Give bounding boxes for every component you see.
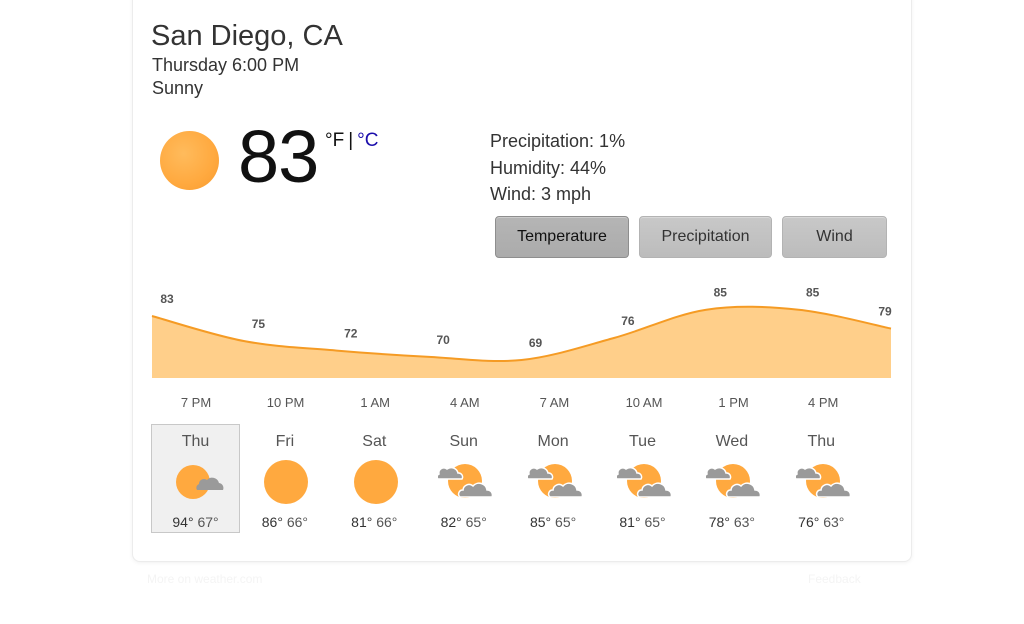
forecast-low: 63°: [823, 514, 845, 530]
forecast-temps: 78° 63°: [688, 514, 775, 530]
forecast-temps: 94° 67°: [152, 514, 239, 530]
unit-toggle: °F | °C: [325, 130, 378, 152]
forecast-high: 76°: [798, 514, 820, 530]
forecast-low: 66°: [376, 514, 398, 530]
sun-clouds-icon: [704, 459, 762, 505]
forecast-day[interactable]: Mon 85° 65°: [509, 424, 598, 533]
forecast-high: 82°: [440, 514, 462, 530]
forecast-high: 81°: [351, 514, 373, 530]
sun-clouds-icon: [615, 459, 673, 505]
forecast-temps: 85° 65°: [510, 514, 597, 530]
current-temperature: 83: [238, 115, 319, 198]
forecast-temps: 86° 66°: [241, 514, 328, 530]
location-title: San Diego, CA: [151, 20, 343, 52]
forecast-high: 85°: [529, 514, 552, 530]
forecast-day[interactable]: Sun 82° 65°: [419, 424, 508, 533]
precipitation-text: Precipitation: 1%: [490, 131, 626, 151]
forecast-high: 86°: [261, 514, 283, 530]
forecast-day[interactable]: Wed 78° 63°: [687, 424, 776, 533]
feedback-link[interactable]: Feedback: [808, 572, 861, 586]
forecast-day-name: Mon: [537, 433, 569, 450]
sun-clouds-icon: [794, 459, 852, 505]
forecast-low: 65°: [555, 514, 577, 530]
forecast-day-name: Fri: [275, 433, 295, 450]
forecast-day[interactable]: Fri 86° 66°: [240, 424, 329, 533]
forecast-day-name: Thu: [807, 433, 836, 450]
tab-temperature[interactable]: Temperature: [495, 216, 629, 258]
forecast-high: 78°: [708, 514, 730, 530]
sun-icon: [259, 459, 315, 505]
forecast-high: 94°: [172, 514, 194, 530]
wind-text: Wind: 3 mph: [490, 184, 592, 204]
unit-separator: |: [348, 130, 354, 151]
forecast-temps: 81° 66°: [331, 514, 418, 530]
forecast-day-name: Wed: [715, 433, 749, 450]
unit-fahrenheit[interactable]: °F: [325, 130, 345, 151]
tab-wind[interactable]: Wind: [782, 216, 887, 258]
sun-clouds-icon: [525, 459, 584, 505]
sun-partly-cloudy-icon: [170, 459, 226, 505]
forecast-high: 81°: [619, 514, 641, 530]
forecast-low: 66°: [286, 514, 308, 530]
sun-clouds-icon: [436, 459, 494, 505]
sun-icon: [160, 131, 219, 190]
sun-icon: [349, 459, 405, 505]
condition-text: Sunny: [152, 78, 204, 98]
daily-forecast: Thu 94° 67° Fri 86° 66° Sat 81° 66° Sun 82° 65°…: [151, 424, 891, 534]
forecast-day[interactable]: Sat 81° 66°: [330, 424, 419, 533]
forecast-day[interactable]: Tue 81° 65°: [598, 424, 687, 533]
forecast-day-name: Sat: [362, 433, 387, 450]
forecast-low: 65°: [465, 514, 487, 530]
forecast-low: 63°: [733, 514, 755, 530]
forecast-day-name: Sun: [449, 433, 478, 450]
weather-details: Precipitation: 1% Humidity: 44% Wind: 3 …: [490, 128, 625, 208]
more-weather-link[interactable]: More on weather.com: [147, 572, 263, 586]
forecast-day-name: Thu: [181, 433, 210, 450]
forecast-temps: 82° 65°: [420, 514, 507, 530]
unit-celsius[interactable]: °C: [357, 130, 379, 151]
forecast-day[interactable]: Thu 76° 63°: [777, 424, 866, 533]
forecast-low: 67°: [197, 514, 219, 530]
humidity-text: Humidity: 44%: [490, 157, 607, 178]
forecast-low: 65°: [644, 514, 666, 530]
forecast-temps: 81° 65°: [599, 514, 686, 530]
date-time: Thursday 6:00 PM: [152, 55, 300, 75]
forecast-temps: 76° 63°: [778, 514, 865, 530]
forecast-day[interactable]: Thu 94° 67°: [151, 424, 240, 533]
tab-precipitation[interactable]: Precipitation: [639, 216, 772, 258]
forecast-day-name: Tue: [629, 433, 656, 450]
weather-card: [132, 0, 912, 562]
